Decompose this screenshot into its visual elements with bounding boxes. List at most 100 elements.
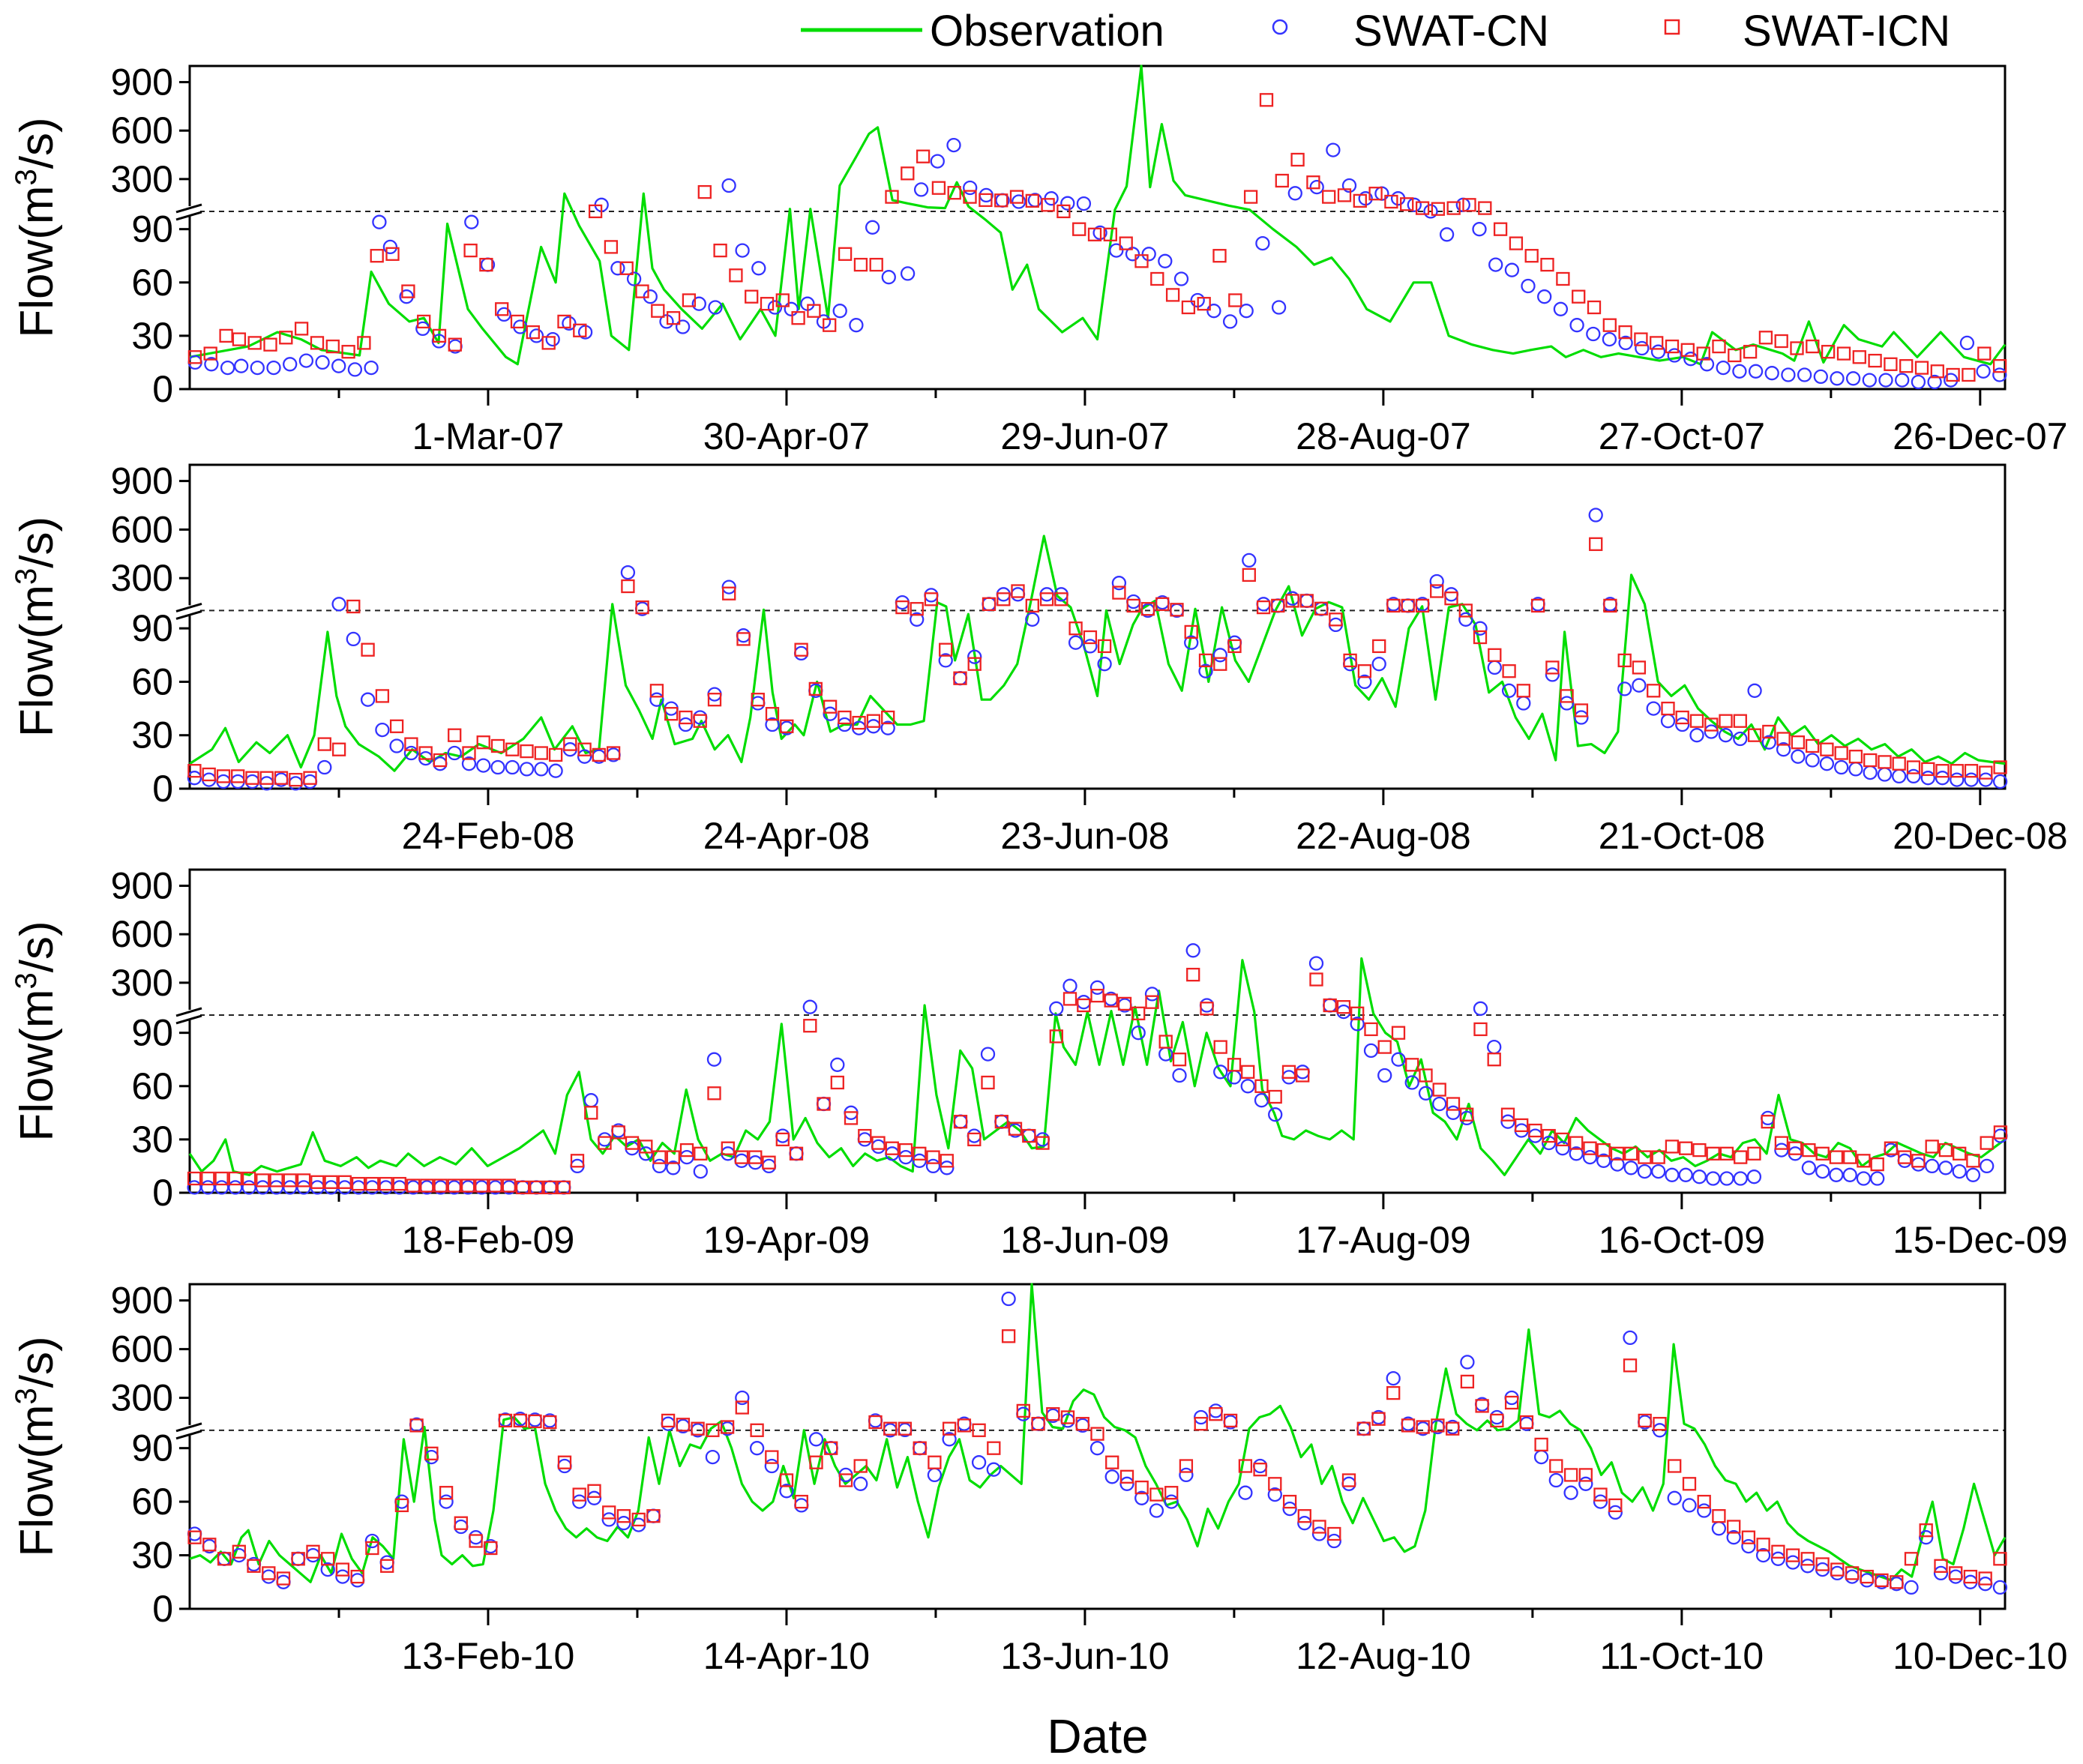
swat-cn-point [1356,1421,1371,1436]
x-tick-label: 13-Jun-10 [1000,1635,1169,1677]
swat-icn-point [1820,742,1834,756]
swat-cn-point [1755,1547,1771,1563]
swat-cn-point [241,1180,256,1195]
swat-cn-point [1553,301,1569,316]
swat-icn-point [1158,1035,1173,1049]
swat-icn-point [541,336,556,350]
swat-cn-point [1076,995,1091,1010]
swat-icn-point [602,1505,616,1520]
swat-icn-point [720,1420,735,1434]
swat-icn-point [866,714,881,728]
swat-cn-point [464,214,479,229]
swat-cn-point [1030,1416,1046,1431]
swat-icn-point [1617,653,1632,668]
swat-cn-point [1617,681,1632,696]
swat-cn-point [996,587,1011,602]
swat-icn-point [1401,598,1415,613]
swat-cn-point [1618,335,1633,351]
swat-icn-point [479,257,493,272]
swat-icn-point [409,1418,424,1433]
swat-cn-point [1776,742,1791,757]
swat-cn-point [1179,1467,1194,1483]
swat-cn-point [1542,1135,1557,1151]
y-axis-title: Flow(m3/s) [10,517,63,737]
swat-icn-point [1446,1097,1461,1111]
swat-icn-point [1950,764,1964,778]
y-tick-label: 30 [131,1535,173,1577]
x-tick-label: 18-Feb-09 [402,1219,575,1261]
swat-icn-point [1170,603,1184,617]
swat-cn-point [1829,1167,1844,1182]
swat-icn-point [1651,1150,1665,1164]
swat-icn-point [1788,1141,1803,1155]
swat-cn-point [1488,257,1503,272]
x-tick-label: 19-Apr-09 [703,1219,870,1261]
y-tick-label: 60 [131,1481,173,1523]
swat-cn-point [1950,772,1965,787]
swat-cn-point [1308,956,1324,971]
swat-cn-point [793,645,809,661]
swat-cn-point [1569,318,1584,333]
swat-cn-point [1770,1551,1786,1566]
swat-icn-point [1016,1403,1030,1418]
swat-icn-point [1049,1029,1063,1044]
swat-icn-point [1241,1065,1255,1079]
swat-icn-point [1487,1053,1501,1067]
swat-icn-point [432,328,447,343]
y-tick-label: 300 [111,962,173,1004]
swat-cn-point [761,1158,777,1174]
swat-icn-point [488,1178,502,1193]
swat-icn-point [1608,1498,1623,1513]
swat-cn-point [601,1512,616,1527]
swat-cn-point [298,353,314,368]
swat-icn-point [1475,1399,1489,1413]
swat-icn-point [1134,254,1149,268]
swat-icn-point [228,1171,242,1186]
swat-cn-point [1746,1170,1762,1184]
swat-cn-point [1610,1157,1625,1172]
swat-icn-point [858,1128,872,1143]
swat-icn-point [1165,288,1180,302]
swat-icn-point [1242,568,1256,583]
swat-icn-point [750,1423,764,1437]
swat-icn-point [972,1423,986,1437]
observation-line [189,64,2007,366]
swat-icn-point [1493,222,1508,236]
swat-icn-point [296,1173,311,1187]
swat-icn-point [1075,1417,1089,1431]
swat-cn-point [708,300,723,315]
swat-icn-point [335,1562,350,1577]
swat-cn-point [577,749,592,764]
swat-icn-point [214,1171,229,1186]
swat-icn-point [745,289,759,304]
swat-icn-point [548,747,563,762]
swat-icn-point [1747,1146,1761,1161]
swat-icn-point [1090,1427,1104,1441]
swat-icn-point [852,715,866,730]
swat-cn-point [1429,574,1444,589]
swat-icn-point [1430,584,1444,598]
swat-icn-point [447,1178,461,1193]
swat-cn-point [1586,326,1601,342]
swat-cn-point [1287,186,1302,201]
swat-icn-point [269,1173,283,1187]
x-tick-label: 16-Oct-09 [1599,1219,1765,1261]
y-tick-label: 600 [111,913,173,955]
swat-cn-point [1311,1526,1327,1541]
swat-icn-point [1500,1107,1515,1122]
swat-cn-point [1271,300,1287,315]
swat-cn-point [1222,314,1238,329]
y-tick-label: 30 [131,714,173,756]
swat-icn-point [1549,1459,1563,1473]
swat-cn-point [1845,1569,1860,1584]
swat-cn-point [454,1519,469,1535]
swat-cn-point [1533,1449,1549,1465]
swat-icn-point [577,742,592,756]
swat-cn-point [675,319,691,334]
swat-cn-point [1323,998,1338,1013]
y-tick-label: 90 [131,208,173,250]
swat-icn-point [1336,1000,1351,1014]
swat-icn-point [1761,1115,1775,1129]
swat-cn-point [1878,373,1893,388]
swat-cn-point [375,722,390,738]
